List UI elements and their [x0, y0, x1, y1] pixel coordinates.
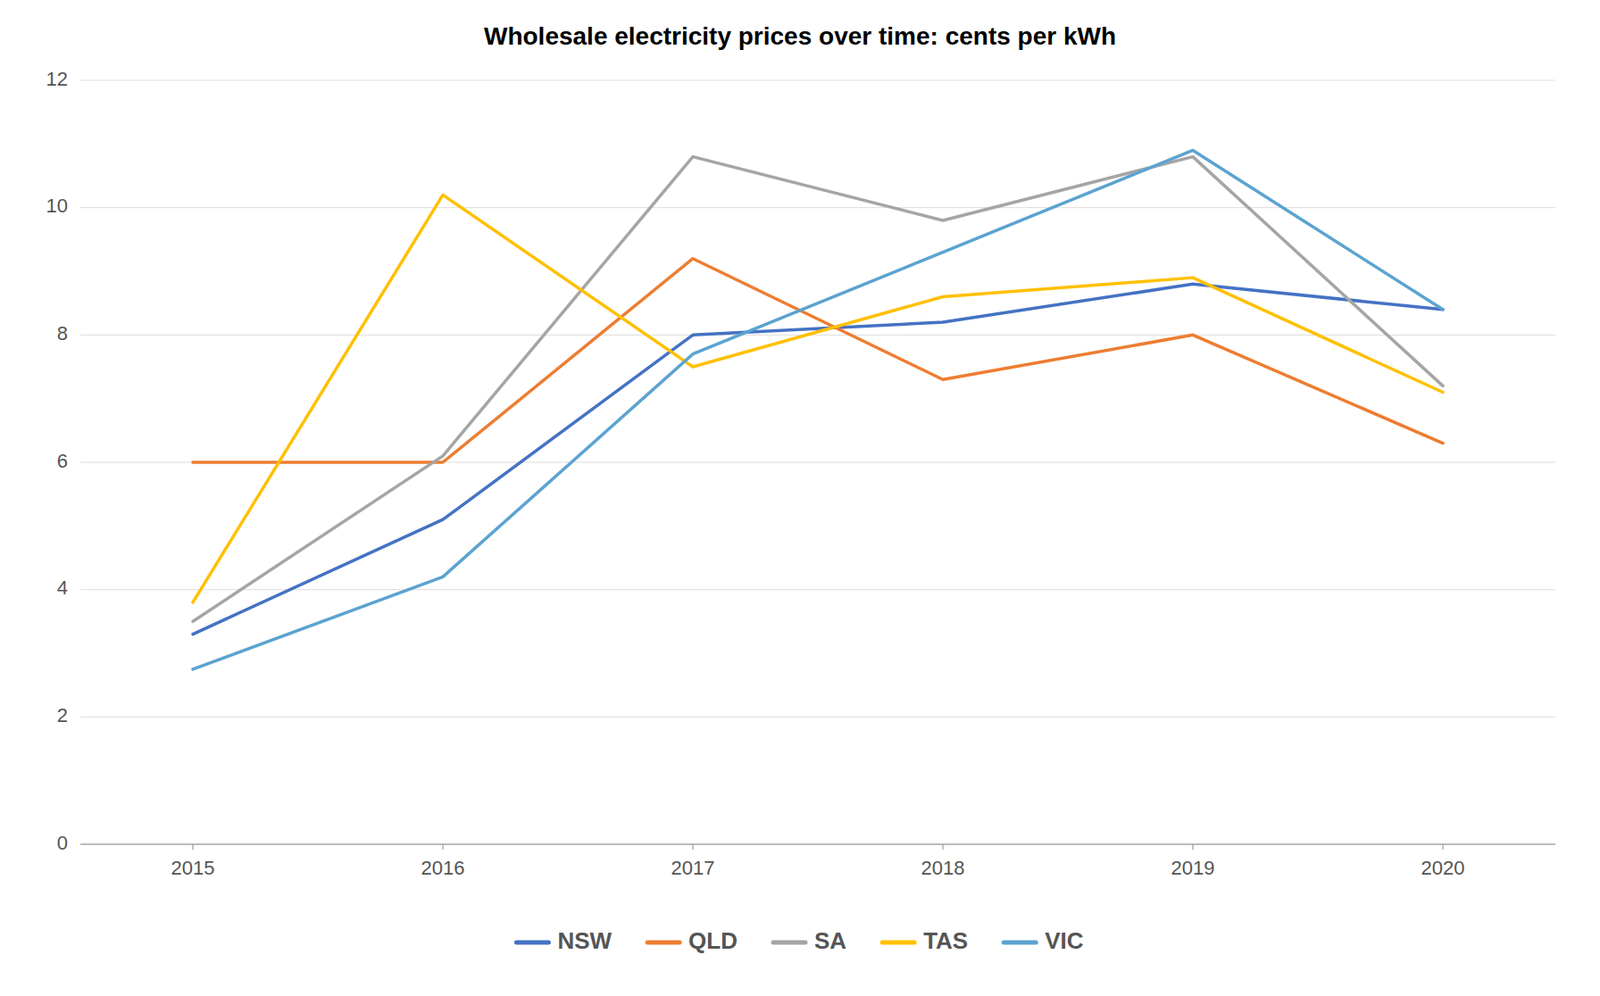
series-lines — [192, 150, 1443, 669]
grid-line — [80, 589, 1556, 591]
x-tick — [1192, 844, 1194, 850]
axes: 0 2 4 6 8 10 12 2015 2016 2017 2018 2019 2020 — [46, 67, 1556, 880]
x-tick — [442, 844, 444, 850]
line — [192, 258, 1443, 463]
legend-label: QLD — [688, 927, 738, 955]
x-tick-label: 2017 — [671, 857, 716, 880]
grid-line — [80, 80, 1556, 82]
x-tick-label: 2020 — [1421, 857, 1466, 880]
y-tick-label: 6 — [57, 450, 68, 473]
legend-swatch — [773, 941, 806, 946]
chart: Wholesale electricity prices over time: … — [0, 0, 1600, 996]
line — [192, 283, 1443, 634]
line — [192, 150, 1443, 669]
legend-swatch — [882, 941, 915, 946]
y-tick-label: 2 — [57, 704, 68, 727]
x-axis-line — [80, 844, 1556, 846]
x-tick-label: 2019 — [1171, 857, 1216, 880]
legend-label: SA — [814, 927, 847, 955]
y-tick-label: 4 — [57, 576, 68, 600]
legend-label: VIC — [1044, 927, 1084, 955]
x-tick — [1442, 844, 1444, 850]
y-tick-label: 12 — [46, 67, 68, 91]
line — [192, 194, 1443, 603]
y-tick-label: 10 — [46, 194, 68, 217]
grid-line — [80, 844, 1556, 846]
legend: NSW QLD SA TAS VIC — [516, 927, 1084, 955]
x-tick-label: 2016 — [421, 857, 466, 880]
y-tick-label: 8 — [57, 322, 68, 345]
title: Wholesale electricity prices over time: … — [483, 22, 1117, 50]
x-tick — [692, 844, 694, 850]
grid — [80, 80, 1556, 845]
grid-line — [80, 716, 1556, 718]
grid-line — [80, 334, 1556, 336]
x-tick-label: 2018 — [921, 857, 966, 880]
x-tick-label: 2015 — [171, 857, 216, 880]
legend-label: NSW — [557, 927, 612, 955]
legend-swatch — [1003, 941, 1036, 946]
legend-label: TAS — [923, 927, 968, 955]
grid-line — [80, 207, 1556, 209]
legend-swatch — [647, 941, 680, 946]
legend-swatch — [516, 941, 549, 946]
x-tick — [942, 844, 944, 850]
y-tick-label: 0 — [57, 832, 68, 855]
line — [192, 157, 1443, 623]
x-tick — [192, 844, 194, 850]
